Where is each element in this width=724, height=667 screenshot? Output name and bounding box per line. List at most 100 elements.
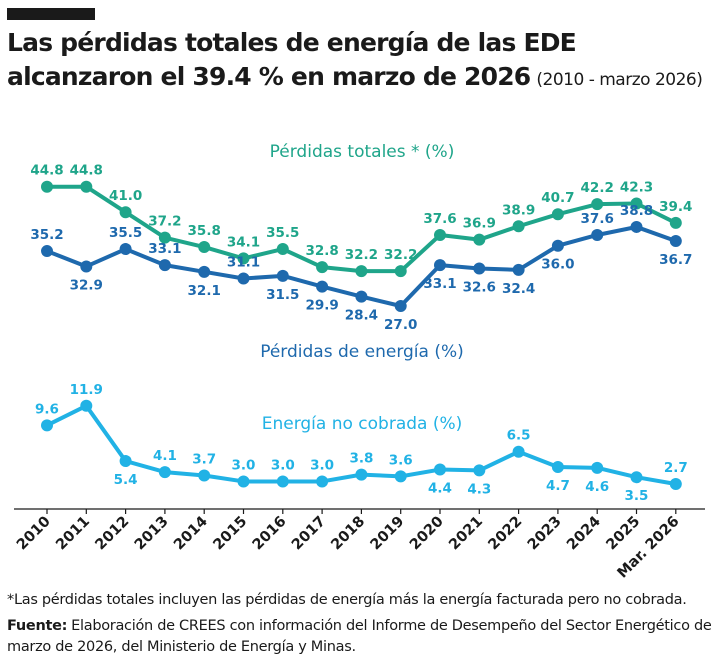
x-tick-label: 2014 bbox=[171, 514, 211, 554]
data-point bbox=[591, 198, 604, 211]
data-point bbox=[434, 463, 446, 476]
data-point bbox=[512, 220, 525, 233]
x-axis-ticks bbox=[46, 509, 677, 514]
data-point bbox=[276, 475, 289, 488]
data-point bbox=[119, 455, 132, 468]
data-label: 31.1 bbox=[227, 255, 260, 271]
data-point bbox=[630, 197, 643, 210]
series-name: Energía no cobrada (%) bbox=[262, 414, 463, 434]
data-label: 35.5 bbox=[266, 225, 299, 241]
data-label: 44.8 bbox=[70, 163, 103, 179]
data-label: 29.9 bbox=[305, 298, 338, 314]
data-point bbox=[473, 233, 486, 246]
data-point bbox=[276, 243, 289, 256]
data-point bbox=[551, 239, 564, 252]
data-label: 32.8 bbox=[305, 243, 338, 259]
data-point bbox=[41, 180, 53, 193]
data-label: 32.1 bbox=[188, 283, 221, 299]
data-label: 4.7 bbox=[546, 478, 570, 494]
x-tick-label: 2023 bbox=[525, 514, 565, 554]
data-point bbox=[80, 180, 93, 193]
data-label: 32.6 bbox=[463, 279, 496, 295]
data-label: 32.2 bbox=[384, 247, 417, 263]
data-point bbox=[434, 259, 446, 272]
data-label: 39.4 bbox=[659, 199, 692, 215]
source-note: Fuente: Elaboración de CREES con informac… bbox=[7, 616, 717, 658]
series-name: Pérdidas de energía (%) bbox=[260, 342, 464, 362]
data-label: 9.6 bbox=[35, 401, 59, 417]
data-label: 3.6 bbox=[389, 452, 413, 468]
data-label: 28.4 bbox=[345, 308, 378, 324]
title-accent-bar bbox=[7, 8, 95, 20]
data-label: 37.6 bbox=[423, 211, 456, 227]
x-tick-label: 2017 bbox=[289, 514, 329, 554]
data-point bbox=[355, 290, 368, 303]
footnote: *Las pérdidas totales incluyen las pérdi… bbox=[7, 592, 687, 608]
data-label: 37.6 bbox=[581, 211, 614, 227]
data-point bbox=[669, 235, 682, 248]
data-label: 38.9 bbox=[502, 202, 535, 218]
x-tick-label: 2016 bbox=[250, 514, 290, 554]
x-tick-label: 2022 bbox=[486, 514, 526, 554]
data-label: 44.8 bbox=[30, 163, 63, 179]
data-point bbox=[80, 260, 93, 273]
data-point bbox=[158, 259, 171, 272]
data-point bbox=[276, 269, 289, 282]
data-label: 4.6 bbox=[585, 479, 609, 495]
data-label: 4.4 bbox=[428, 481, 452, 497]
data-label: 36.0 bbox=[541, 257, 574, 273]
data-label: 32.9 bbox=[70, 277, 103, 293]
data-point bbox=[591, 461, 604, 474]
data-point bbox=[316, 280, 329, 293]
data-label: 36.9 bbox=[463, 216, 496, 232]
data-point bbox=[119, 243, 132, 256]
data-label: 37.2 bbox=[148, 214, 181, 230]
data-label: 11.9 bbox=[70, 382, 103, 398]
data-label: 36.7 bbox=[659, 252, 692, 268]
data-point bbox=[355, 468, 368, 481]
series-group: 44.8 44.8 41.0 37.2 35.8 34.1 35.5 32.8 32.2 32.2… bbox=[30, 142, 692, 504]
data-label: 42.3 bbox=[620, 179, 653, 195]
data-label: 3.0 bbox=[271, 457, 295, 473]
data-label: 3.8 bbox=[349, 451, 373, 467]
data-point bbox=[551, 208, 564, 221]
data-point bbox=[237, 475, 250, 488]
data-label: 27.0 bbox=[384, 317, 417, 333]
data-point bbox=[198, 265, 211, 278]
data-label: 5.4 bbox=[114, 472, 138, 488]
data-label: 31.5 bbox=[266, 287, 299, 303]
data-label: 32.2 bbox=[345, 247, 378, 263]
data-point bbox=[394, 300, 407, 312]
data-point bbox=[237, 252, 250, 265]
data-label: 35.8 bbox=[188, 223, 221, 239]
data-label: 3.7 bbox=[192, 452, 216, 468]
x-tick-label: 2019 bbox=[368, 514, 408, 554]
data-label: 32.4 bbox=[502, 281, 535, 297]
x-tick-label: 2010 bbox=[14, 514, 54, 554]
title-text: Las pérdidas totales de energía de las E… bbox=[7, 28, 577, 91]
x-tick-label: 2024 bbox=[564, 514, 604, 554]
data-label: 38.8 bbox=[620, 203, 653, 219]
data-point bbox=[669, 216, 682, 229]
data-point bbox=[119, 206, 132, 219]
data-point bbox=[591, 228, 604, 241]
data-point bbox=[237, 272, 250, 285]
series-name: Pérdidas totales * (%) bbox=[270, 142, 455, 162]
x-tick-label: 2021 bbox=[446, 514, 486, 554]
data-point bbox=[158, 466, 171, 479]
x-tick-label: 2020 bbox=[407, 514, 447, 554]
data-label: 33.1 bbox=[148, 241, 181, 257]
data-point bbox=[316, 475, 329, 488]
data-point bbox=[512, 445, 525, 458]
data-point bbox=[198, 469, 211, 482]
data-point bbox=[41, 419, 53, 432]
data-point bbox=[473, 464, 486, 477]
data-label: 4.3 bbox=[467, 481, 491, 497]
data-label: 42.2 bbox=[581, 180, 614, 196]
x-tick-label: 2015 bbox=[210, 514, 250, 554]
data-label: 4.1 bbox=[153, 448, 177, 464]
data-point bbox=[80, 399, 93, 412]
data-label: 3.0 bbox=[232, 457, 256, 473]
data-label: 40.7 bbox=[541, 190, 574, 206]
data-point bbox=[355, 265, 368, 278]
